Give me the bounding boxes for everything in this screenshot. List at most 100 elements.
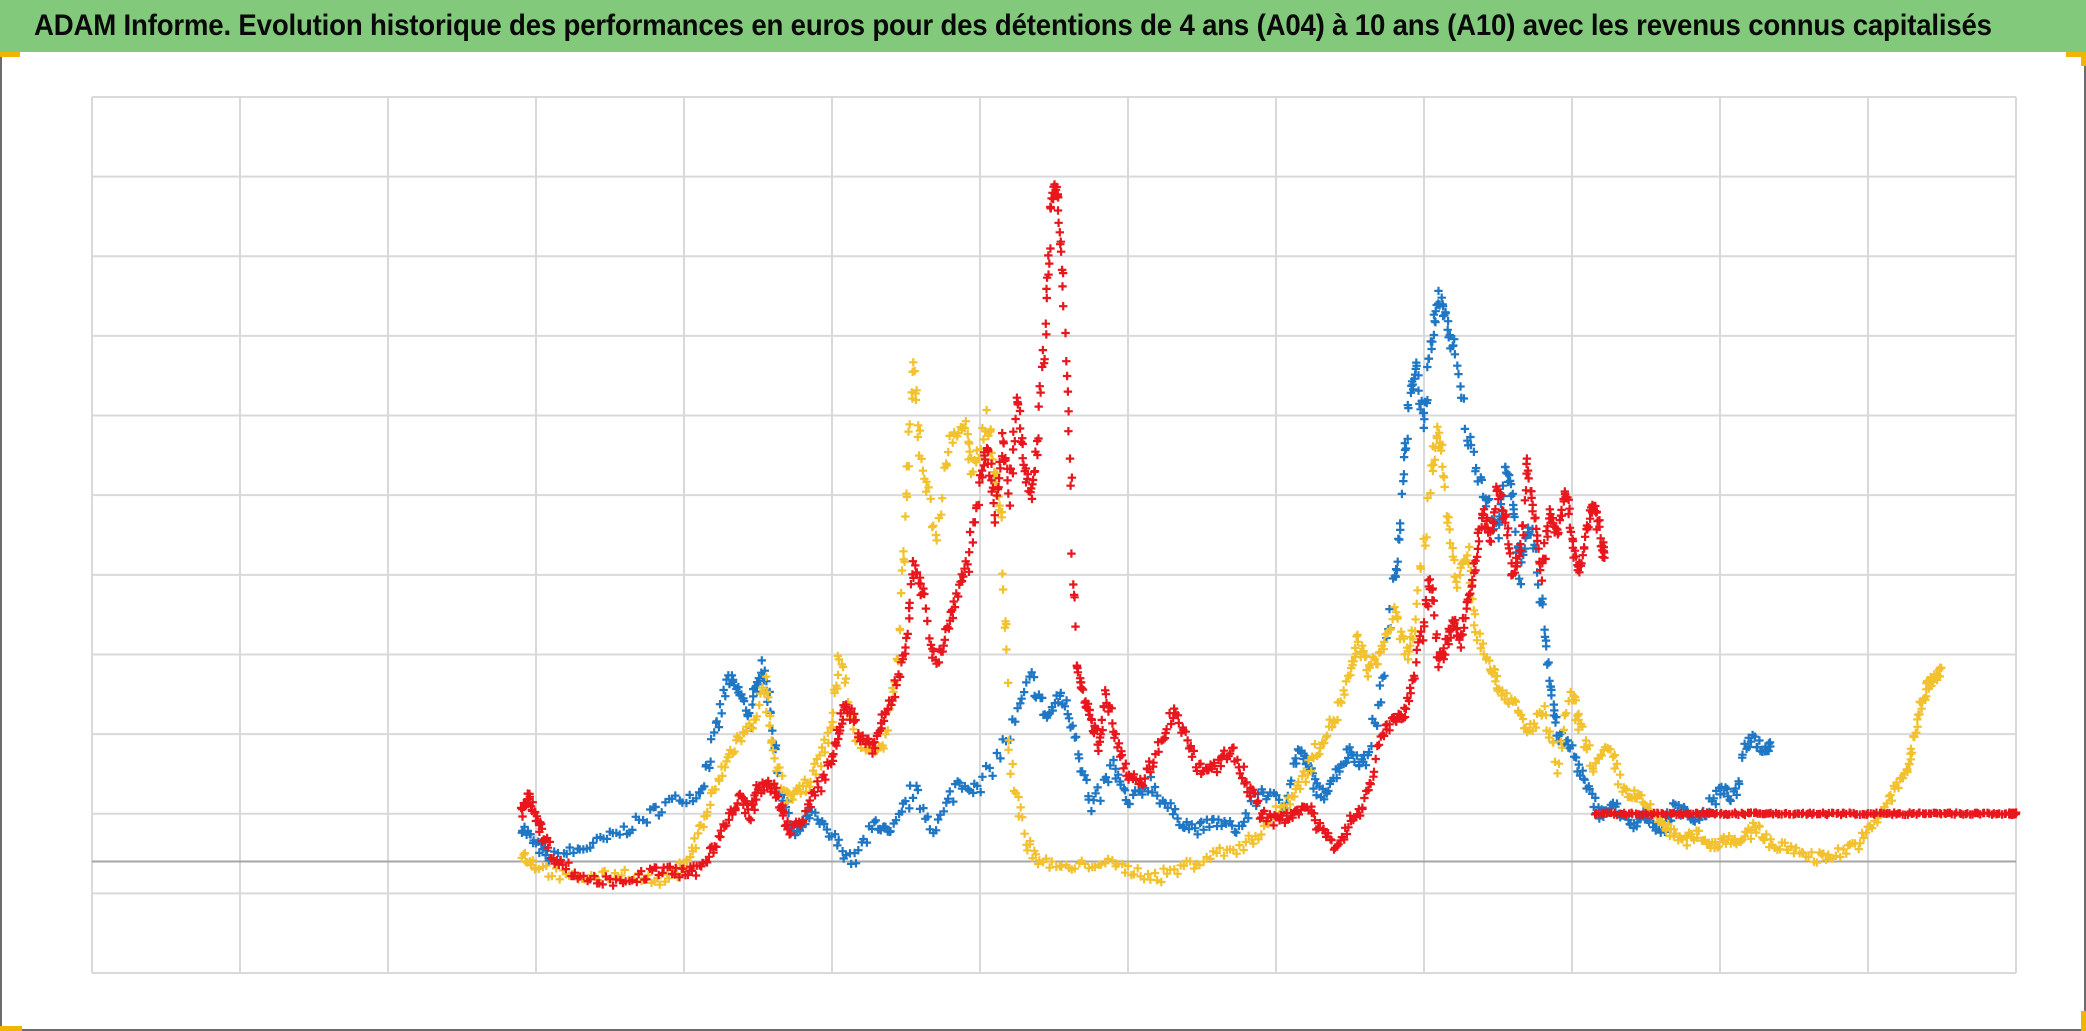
- data-point: [997, 513, 1006, 522]
- data-point: [1046, 244, 1055, 253]
- data-point: [1042, 330, 1051, 339]
- data-point: [651, 802, 660, 812]
- data-point: [1016, 803, 1025, 812]
- data-point: [1337, 698, 1346, 707]
- data-point: [1275, 816, 1284, 825]
- data-point: [1340, 835, 1349, 844]
- data-point: [918, 466, 928, 475]
- data-point: [1438, 440, 1447, 449]
- data-point: [1428, 337, 1437, 346]
- data-point: [1062, 696, 1071, 705]
- corner-accent-bottom-right: [2081, 1011, 2086, 1031]
- data-point: [1189, 746, 1198, 756]
- data-point: [1476, 644, 1485, 653]
- data-point: [712, 842, 721, 852]
- data-point: [892, 680, 901, 690]
- data-point: [1056, 240, 1065, 249]
- data-point: [1168, 810, 1178, 819]
- series-4: [1590, 808, 2021, 820]
- data-point: [579, 871, 588, 881]
- data-point: [765, 721, 774, 730]
- data-point: [1073, 668, 1083, 677]
- data-point: [1327, 722, 1337, 732]
- data-point: [963, 560, 972, 569]
- data-point: [1027, 668, 1036, 677]
- data-point: [912, 781, 921, 790]
- data-point: [1108, 856, 1117, 865]
- corner-accent-bottom-left: [0, 1026, 22, 1031]
- data-point: [985, 763, 994, 773]
- data-point: [690, 834, 699, 843]
- data-point: [1906, 744, 1916, 753]
- data-point: [1170, 804, 1180, 814]
- data-point: [1249, 839, 1258, 848]
- data-point: [1370, 654, 1379, 664]
- data-point: [1903, 765, 1912, 774]
- data-point: [758, 683, 767, 692]
- data-point: [1391, 572, 1400, 581]
- data-point: [908, 793, 918, 803]
- data-point: [949, 797, 958, 806]
- data-point: [1404, 403, 1413, 413]
- data-point: [1584, 523, 1593, 532]
- data-point: [1316, 743, 1325, 753]
- data-point: [772, 783, 781, 792]
- data-point: [1129, 870, 1139, 879]
- data-point: [950, 602, 960, 612]
- data-point: [771, 741, 781, 750]
- data-point: [1047, 857, 1056, 866]
- data-point: [1054, 193, 1063, 202]
- data-point: [1439, 473, 1449, 482]
- data-point: [1597, 751, 1606, 760]
- data-point: [1812, 858, 1821, 867]
- data-point: [770, 754, 779, 763]
- data-point: [1109, 755, 1118, 765]
- data-point: [851, 859, 861, 868]
- data-point: [750, 805, 759, 815]
- data-point: [903, 629, 912, 639]
- data-point: [1340, 690, 1349, 699]
- data-point: [1117, 750, 1127, 760]
- data-point: [986, 425, 995, 434]
- data-point: [1111, 764, 1120, 773]
- data-point: [828, 723, 837, 732]
- data-point: [1064, 407, 1073, 416]
- data-point: [801, 787, 811, 796]
- data-point: [1566, 527, 1576, 537]
- data-point: [977, 466, 987, 475]
- data-point: [1352, 632, 1361, 641]
- data-point: [615, 830, 624, 839]
- data-point: [1174, 718, 1183, 728]
- data-point: [1508, 489, 1517, 499]
- data-point: [1517, 546, 1526, 555]
- data-point: [1438, 462, 1447, 471]
- data-point: [1719, 789, 1728, 798]
- data-point: [1393, 614, 1402, 623]
- data-point: [1410, 674, 1419, 683]
- data-point: [961, 417, 970, 426]
- data-point: [1937, 663, 1946, 673]
- data-point: [1033, 450, 1042, 460]
- data-point: [1730, 834, 1739, 844]
- data-point: [1257, 830, 1266, 839]
- data-point: [1206, 854, 1215, 863]
- data-point: [987, 487, 996, 496]
- data-point: [1750, 732, 1760, 741]
- data-point: [1907, 748, 1917, 757]
- data-point: [1006, 769, 1015, 778]
- data-point: [1403, 434, 1412, 443]
- data-point: [999, 437, 1008, 446]
- data-point: [757, 656, 766, 665]
- data-point: [1199, 825, 1208, 834]
- data-point: [920, 589, 929, 599]
- data-point: [1386, 624, 1396, 634]
- data-point: [737, 736, 746, 746]
- data-point: [1064, 714, 1074, 723]
- data-point: [1294, 810, 1303, 819]
- data-point: [1399, 470, 1409, 479]
- data-point: [1465, 542, 1474, 552]
- data-point: [1418, 636, 1428, 645]
- data-point: [796, 789, 805, 798]
- data-point: [985, 471, 994, 480]
- data-point: [1428, 584, 1437, 593]
